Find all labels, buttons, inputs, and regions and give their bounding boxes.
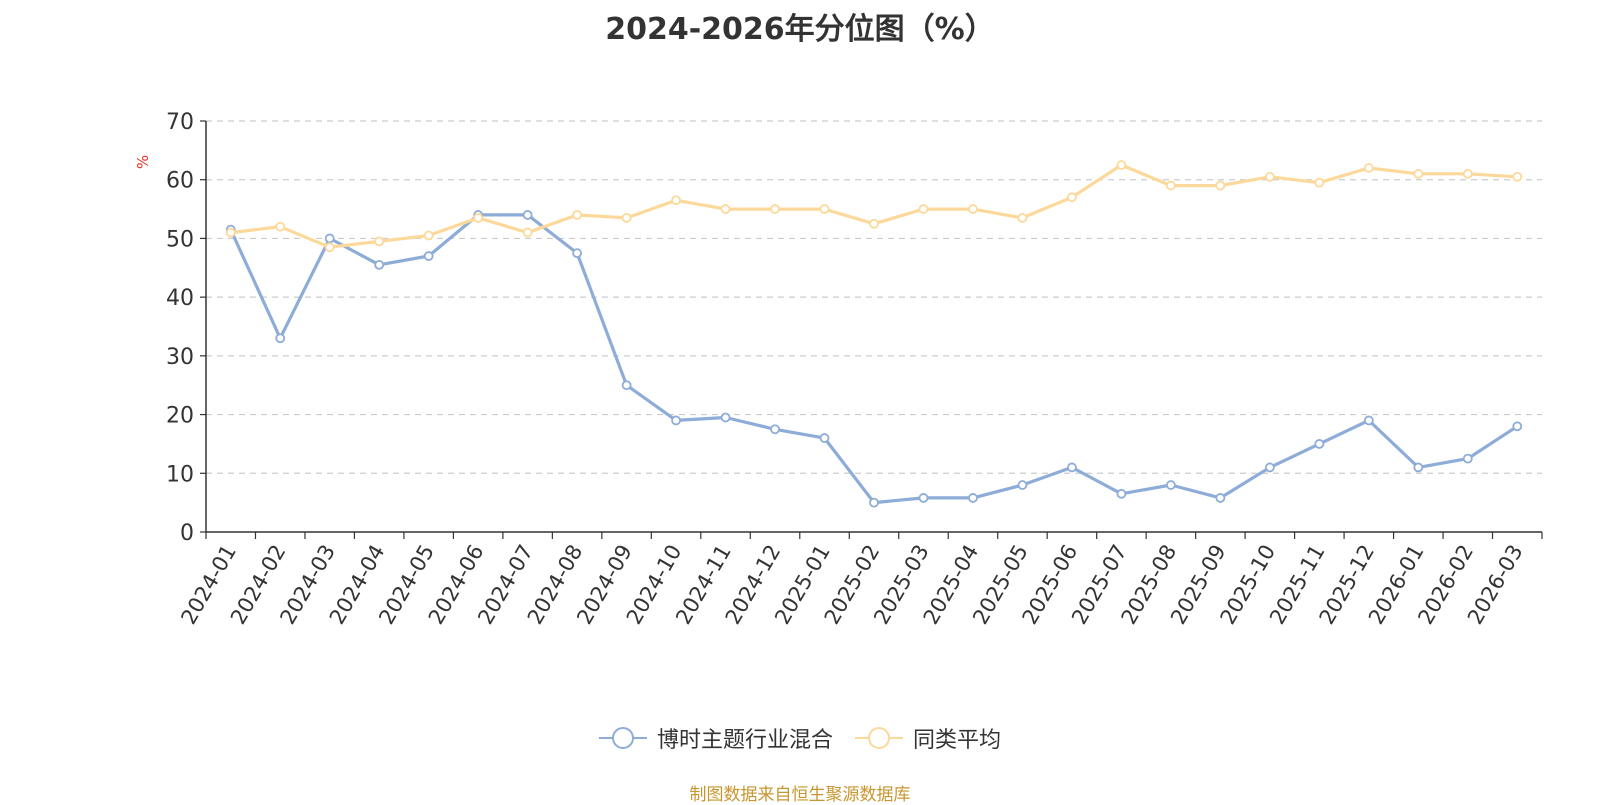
series-1-point[interactable] (225, 227, 236, 238)
series-1-point[interactable] (1512, 171, 1523, 182)
series-0-point[interactable] (324, 233, 335, 244)
y-tick-label: 50 (166, 227, 194, 252)
chart-title: 2024-2026年分位图（%） (605, 12, 995, 47)
series-1-point[interactable] (819, 204, 830, 214)
series-0-point[interactable] (869, 497, 879, 508)
series-1-point[interactable] (1264, 171, 1275, 182)
axes: 0102030405060702024-012024-022024-032024… (166, 110, 1543, 628)
series-0-point[interactable] (275, 333, 286, 344)
series-1-point[interactable] (1067, 192, 1077, 203)
series-0-point[interactable] (968, 493, 978, 503)
series-0-point[interactable] (1462, 453, 1473, 464)
y-tick-label: 20 (166, 404, 194, 429)
series-0-point[interactable] (671, 415, 681, 426)
legend-marker-peer-average (855, 727, 903, 749)
grid-lines (206, 120, 1542, 474)
legend-label-peer-average: 同类平均 (913, 728, 1002, 753)
series-1-point[interactable] (621, 212, 632, 223)
series-1-point[interactable] (720, 204, 731, 214)
y-tick-label: 10 (166, 462, 194, 487)
y-tick-label: 30 (166, 345, 194, 370)
series-1-point[interactable] (1017, 212, 1028, 223)
series-0-point[interactable] (720, 412, 731, 423)
series-1-point[interactable] (423, 230, 434, 241)
legend-item-fund[interactable]: 博时主题行业混合 (598, 722, 833, 754)
legend-marker-fund (598, 727, 647, 749)
series-1-point[interactable] (572, 210, 583, 220)
series-1-point[interactable] (918, 204, 929, 214)
series-1-point[interactable] (770, 204, 780, 214)
series-0-point[interactable] (621, 380, 632, 391)
series-0-point[interactable] (770, 424, 780, 435)
legend-item-peer-average[interactable]: 同类平均 (855, 722, 1001, 754)
series-0-point[interactable] (374, 259, 385, 270)
series-0-point[interactable] (1116, 488, 1127, 499)
y-axis-unit-label: % (134, 155, 152, 169)
y-tick-label: 70 (166, 110, 194, 135)
series-0-point[interactable] (522, 210, 533, 220)
series-1-point[interactable] (1413, 168, 1424, 179)
series-1-point[interactable] (671, 195, 681, 206)
series-1-point[interactable] (1462, 168, 1473, 179)
series-1-point[interactable] (374, 236, 385, 247)
series-0-point[interactable] (1165, 480, 1176, 490)
series-1-point[interactable] (522, 227, 533, 238)
series-line-1 (230, 163, 1518, 249)
series-0-point[interactable] (1067, 462, 1077, 473)
series-0-point[interactable] (1017, 480, 1028, 490)
series-1-point[interactable] (968, 204, 978, 214)
series-0-point[interactable] (1512, 421, 1523, 432)
y-tick-label: 40 (166, 286, 194, 311)
series-0-point[interactable] (1314, 439, 1325, 449)
series-lines (225, 160, 1523, 508)
series-1-point[interactable] (1363, 163, 1374, 173)
series-1-point[interactable] (1215, 180, 1226, 191)
y-tick-label: 0 (180, 521, 194, 546)
series-0-point[interactable] (1363, 415, 1374, 426)
y-tick-label: 60 (166, 169, 194, 194)
series-line-0 (229, 213, 1519, 505)
series-1-point[interactable] (1116, 160, 1127, 170)
series-1-point[interactable] (1314, 177, 1325, 188)
series-1-point[interactable] (473, 212, 484, 223)
series-1-point[interactable] (869, 218, 879, 229)
series-1-point[interactable] (324, 242, 335, 253)
series-1-point[interactable] (275, 221, 286, 232)
series-0-point[interactable] (918, 493, 929, 503)
series-0-point[interactable] (819, 433, 830, 443)
series-0-point[interactable] (423, 251, 434, 261)
series-1-point[interactable] (1165, 180, 1176, 191)
source-note: 制图数据来自恒生聚源数据库 (689, 785, 911, 805)
legend-label-fund: 博时主题行业混合 (656, 728, 833, 753)
series-0-point[interactable] (1413, 462, 1424, 473)
series-0-point[interactable] (572, 248, 583, 259)
series-0-point[interactable] (1264, 462, 1275, 473)
series-0-point[interactable] (1215, 493, 1226, 503)
legend: 博时主题行业混合 同类平均 (0, 722, 1600, 754)
